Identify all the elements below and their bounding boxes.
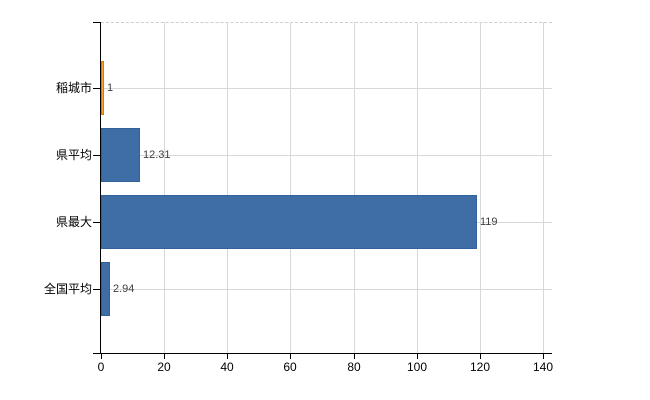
category-label: 全国平均 (43, 282, 92, 296)
x-tick (101, 353, 102, 359)
y-tick (93, 155, 101, 156)
bar-県最大 (101, 195, 477, 249)
y-tick (93, 289, 101, 290)
x-tick-label: 40 (220, 360, 234, 374)
x-tick-label: 60 (283, 360, 297, 374)
x-axis-line (95, 353, 552, 354)
x-tick-label: 100 (406, 360, 428, 374)
x-tick (480, 353, 481, 359)
y-tick (93, 88, 101, 89)
bar-全国平均 (101, 262, 110, 316)
bar-value-label: 119 (480, 216, 498, 228)
x-tick-label: 120 (469, 360, 491, 374)
y-axis-line (100, 22, 101, 353)
y-tick (93, 353, 101, 354)
bar-value-label: 12.31 (143, 149, 171, 161)
plot-top-border (101, 22, 552, 23)
x-tick (543, 353, 544, 359)
x-tick-label: 140 (532, 360, 554, 374)
x-tick (227, 353, 228, 359)
x-tick (354, 353, 355, 359)
vertical-gridline (227, 22, 228, 353)
x-tick-label: 0 (97, 360, 105, 374)
horizontal-gridline (101, 88, 552, 89)
category-label: 稲城市 (55, 81, 92, 95)
vertical-gridline (164, 22, 165, 353)
vertical-gridline (480, 22, 481, 353)
category-label: 県平均 (55, 148, 92, 162)
vertical-gridline (543, 22, 544, 353)
bar-value-label: 1 (107, 82, 114, 94)
bar-稲城市 (101, 61, 104, 115)
bar-value-label: 2.94 (113, 283, 135, 295)
x-tick (417, 353, 418, 359)
vertical-gridline (417, 22, 418, 353)
horizontal-gridline (101, 155, 552, 156)
category-label: 県最大 (55, 215, 92, 229)
bar-県平均 (101, 128, 140, 182)
x-tick-label: 20 (157, 360, 171, 374)
x-tick (290, 353, 291, 359)
horizontal-gridline (101, 289, 552, 290)
vertical-gridline (290, 22, 291, 353)
plot-area: 1 12.31 119 2.94 (101, 22, 552, 353)
y-tick (93, 222, 101, 223)
x-tick-label: 80 (347, 360, 361, 374)
x-tick (164, 353, 165, 359)
y-tick (93, 22, 101, 23)
vertical-gridline (354, 22, 355, 353)
